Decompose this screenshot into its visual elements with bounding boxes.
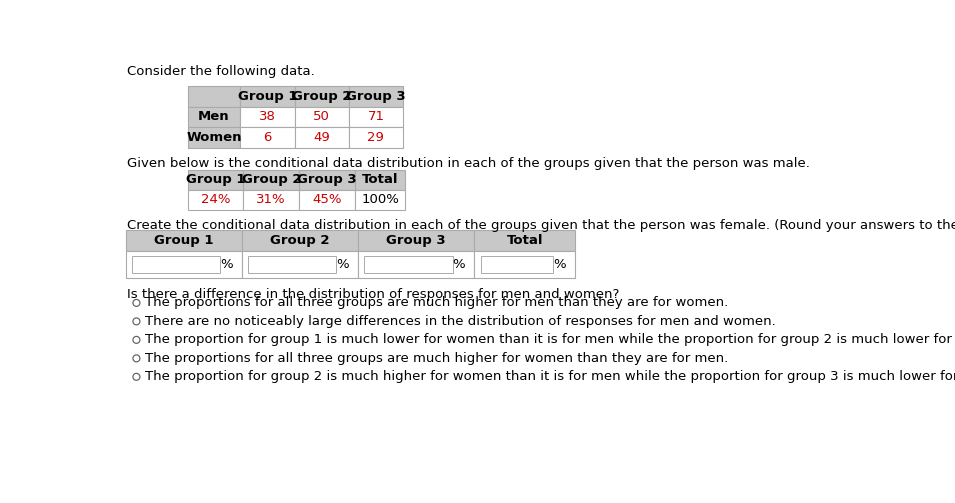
Text: Consider the following data.: Consider the following data. (127, 65, 315, 78)
Bar (187, 127, 241, 148)
Text: Group 2: Group 2 (242, 173, 301, 186)
Text: Total: Total (362, 173, 398, 186)
Bar (349, 86, 403, 107)
Bar (358, 250, 475, 278)
Text: Women: Women (186, 131, 242, 144)
Text: 6: 6 (264, 131, 271, 144)
Text: %: % (336, 258, 349, 271)
Text: 45%: 45% (312, 193, 342, 206)
Text: Men: Men (198, 111, 230, 123)
Bar (187, 190, 244, 210)
Text: The proportion for group 1 is much lower for women than it is for men while the : The proportion for group 1 is much lower… (145, 333, 955, 347)
Text: Group 3: Group 3 (387, 234, 446, 246)
Bar (294, 86, 349, 107)
Bar (364, 256, 453, 273)
Text: Group 1: Group 1 (238, 90, 297, 103)
Text: Create the conditional data distribution in each of the groups given that the pe: Create the conditional data distribution… (127, 219, 955, 232)
Text: Group 3: Group 3 (297, 173, 357, 186)
Text: Group 1: Group 1 (185, 173, 245, 186)
Bar (294, 107, 349, 127)
Bar (294, 127, 349, 148)
Bar (244, 170, 299, 190)
Text: Group 2: Group 2 (292, 90, 351, 103)
Bar (244, 190, 299, 210)
Text: 24%: 24% (201, 193, 230, 206)
Text: 100%: 100% (361, 193, 399, 206)
Text: Given below is the conditional data distribution in each of the groups given tha: Given below is the conditional data dist… (127, 157, 810, 171)
Text: Group 3: Group 3 (346, 90, 406, 103)
Bar (299, 170, 355, 190)
Bar (248, 256, 336, 273)
Text: The proportion for group 2 is much higher for women than it is for men while the: The proportion for group 2 is much highe… (145, 370, 955, 383)
Text: 49: 49 (313, 131, 330, 144)
Bar (241, 86, 294, 107)
Bar (242, 230, 358, 250)
Text: 38: 38 (259, 111, 276, 123)
Text: %: % (553, 258, 566, 271)
Bar (349, 107, 403, 127)
Bar (125, 230, 242, 250)
Bar (241, 127, 294, 148)
Bar (187, 107, 241, 127)
Bar (187, 170, 244, 190)
Text: %: % (453, 258, 465, 271)
Text: The proportions for all three groups are much higher for women than they are for: The proportions for all three groups are… (145, 352, 729, 365)
Text: Group 2: Group 2 (270, 234, 329, 246)
Bar (299, 190, 355, 210)
Bar (355, 190, 405, 210)
Bar (475, 230, 575, 250)
Text: 31%: 31% (257, 193, 286, 206)
Bar (355, 170, 405, 190)
Text: 29: 29 (368, 131, 384, 144)
Text: %: % (220, 258, 233, 271)
Bar (480, 256, 553, 273)
Text: Group 1: Group 1 (154, 234, 214, 246)
Text: 71: 71 (368, 111, 385, 123)
Bar (241, 107, 294, 127)
Bar (349, 127, 403, 148)
Text: There are no noticeably large differences in the distribution of responses for m: There are no noticeably large difference… (145, 315, 775, 328)
Text: Total: Total (506, 234, 543, 246)
Text: Is there a difference in the distribution of responses for men and women?: Is there a difference in the distributio… (127, 288, 620, 300)
Bar (187, 86, 241, 107)
Text: 50: 50 (313, 111, 330, 123)
Bar (242, 250, 358, 278)
Text: The proportions for all three groups are much higher for men than they are for w: The proportions for all three groups are… (145, 296, 729, 309)
Bar (125, 250, 242, 278)
Bar (358, 230, 475, 250)
Bar (475, 250, 575, 278)
Bar (132, 256, 220, 273)
